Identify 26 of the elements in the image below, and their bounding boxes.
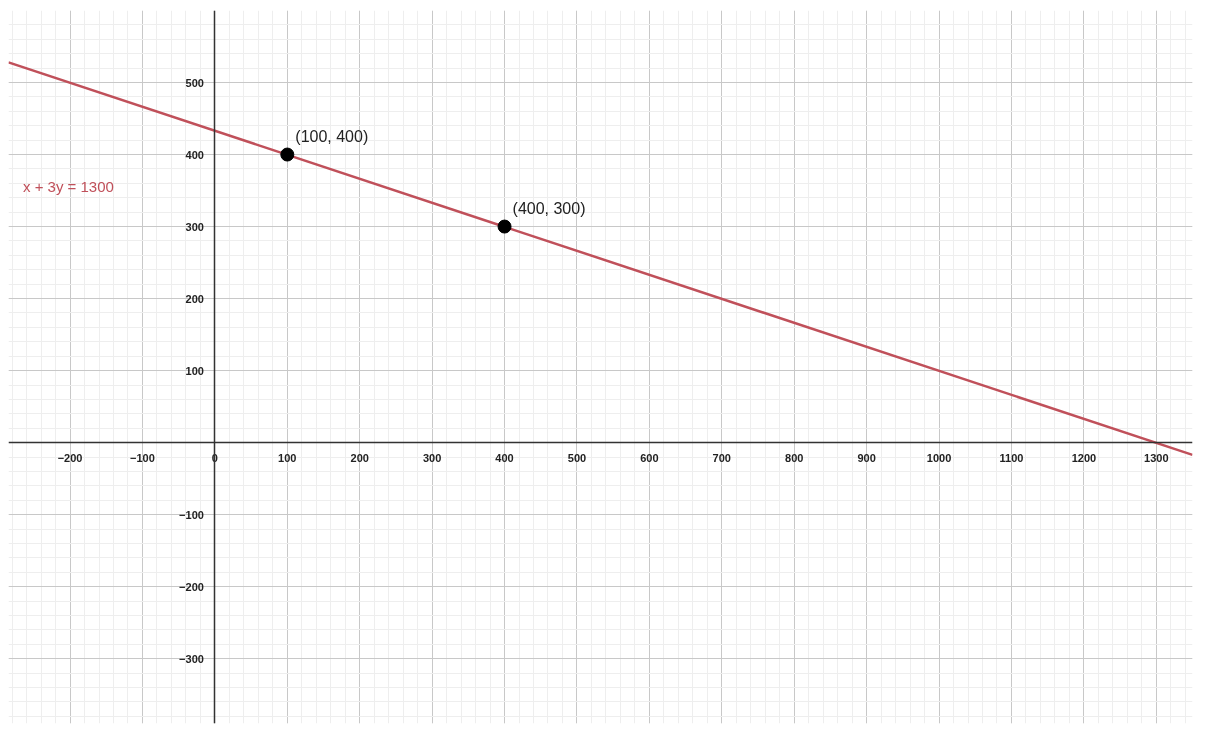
y-tick-label: −200 [179, 580, 204, 593]
x-tick-label: −200 [57, 451, 83, 464]
text: x + 3y = 1300 [22, 177, 114, 195]
annotation: (400, 300) [512, 199, 586, 217]
x-tick-label: 100 [278, 451, 297, 464]
x-tick-label: 800 [785, 451, 804, 464]
x-tick-label: 300 [422, 451, 442, 464]
x-tick-label: 1100 [999, 451, 1024, 464]
y-tick-label: 300 [185, 220, 204, 233]
y-tick-label: 100 [185, 364, 204, 377]
x-tick-label: 200 [350, 451, 369, 464]
x-tick-label: 400 [495, 451, 514, 464]
y-tick-label: −100 [179, 508, 204, 521]
y-tick-label: 400 [185, 148, 204, 161]
annotation: (100, 400) [295, 127, 369, 145]
y-tick-label: 200 [185, 292, 204, 305]
y-tick-label: 500 [185, 76, 204, 89]
x-tick-label: −100 [130, 451, 155, 464]
x-tick-label: 900 [857, 451, 876, 464]
x-tick-label: 700 [712, 451, 731, 464]
x-tick-label: 600 [640, 451, 659, 464]
x-tick-label: 1300 [1144, 451, 1169, 464]
y-tick-label: −300 [179, 652, 204, 665]
x-tick-label: 500 [567, 451, 587, 464]
x-tick-label: 1200 [1071, 451, 1097, 464]
x-tick-label: 1000 [926, 451, 952, 464]
